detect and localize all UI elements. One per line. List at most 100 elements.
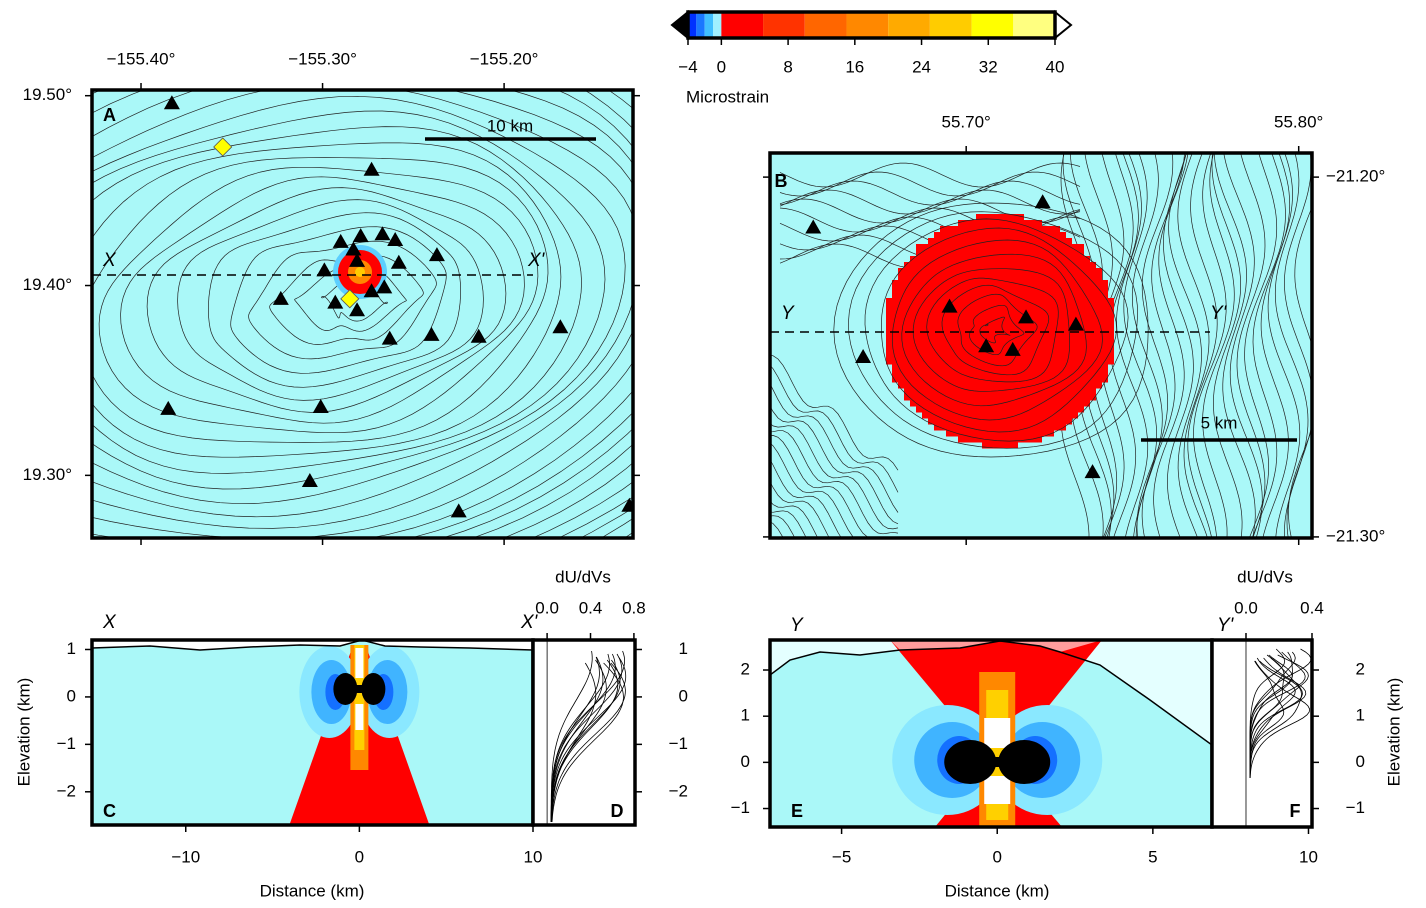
color-segment bbox=[971, 12, 1014, 38]
panel-content bbox=[92, 90, 633, 538]
profile-end-label: X' bbox=[527, 250, 546, 271]
contour bbox=[1288, 206, 1312, 538]
contour bbox=[441, 90, 633, 538]
y-tick-label: 2 bbox=[741, 659, 750, 678]
contour bbox=[1274, 153, 1309, 538]
contour bbox=[146, 187, 507, 413]
y-tick-label: 19.40° bbox=[23, 275, 72, 294]
volcano bbox=[332, 233, 349, 248]
volcano bbox=[1084, 464, 1101, 479]
contour bbox=[779, 171, 1081, 197]
contour bbox=[98, 166, 539, 434]
strain-field bbox=[958, 220, 1042, 227]
y-tick-label: −1 bbox=[1346, 798, 1365, 817]
strain-field bbox=[886, 310, 1114, 317]
panel-letter: B bbox=[775, 171, 788, 191]
strain-field bbox=[904, 394, 1096, 401]
air bbox=[770, 640, 1212, 745]
color-segment bbox=[721, 12, 764, 38]
contour bbox=[770, 383, 899, 513]
y-tick-label: 0 bbox=[1356, 752, 1365, 771]
contour bbox=[409, 90, 633, 538]
x-tick-label: 0 bbox=[355, 847, 364, 866]
volcano bbox=[470, 328, 487, 343]
x-tick-label: −5 bbox=[832, 847, 851, 866]
contour bbox=[770, 458, 842, 538]
strain-field bbox=[976, 214, 1024, 221]
volcano bbox=[374, 226, 391, 241]
contour bbox=[770, 510, 807, 538]
y-tick-label: 1 bbox=[741, 706, 750, 725]
over-triangle bbox=[1054, 9, 1073, 41]
contour bbox=[770, 500, 819, 538]
strain-field bbox=[892, 376, 1108, 383]
profile-start-label: X bbox=[102, 612, 117, 633]
strain-field bbox=[898, 268, 1102, 275]
y-tick-label: −1 bbox=[731, 798, 750, 817]
strain-field bbox=[886, 346, 1114, 353]
y-tick-label: 1 bbox=[1356, 706, 1365, 725]
panel-letter: C bbox=[103, 801, 116, 821]
contour bbox=[120, 176, 525, 424]
contour bbox=[969, 304, 1025, 356]
profile-background bbox=[533, 640, 635, 825]
x-tick-label: 0 bbox=[717, 57, 726, 76]
x-axis-title: dU/dVs bbox=[555, 567, 611, 586]
sensitivity-curve bbox=[1249, 660, 1311, 779]
contour bbox=[92, 110, 606, 490]
contour bbox=[779, 189, 1081, 215]
panel-letter: F bbox=[1290, 801, 1301, 821]
y-tick-label: 1 bbox=[679, 639, 688, 658]
contour bbox=[912, 268, 1070, 392]
volcano bbox=[352, 228, 369, 243]
contour bbox=[92, 90, 633, 529]
sensitivity-curve bbox=[1249, 660, 1285, 778]
x-axis-title: dU/dVs bbox=[1237, 567, 1293, 586]
volcano bbox=[941, 298, 958, 313]
volcano bbox=[428, 247, 445, 262]
y-tick-label: −21.30° bbox=[1326, 526, 1385, 545]
y-tick-label: 1 bbox=[67, 639, 76, 658]
contour bbox=[208, 212, 461, 388]
profile-start-label: Y bbox=[781, 303, 795, 324]
source bbox=[977, 757, 1018, 767]
contour bbox=[770, 430, 899, 535]
volcano bbox=[1018, 309, 1035, 324]
panel-frame bbox=[768, 151, 1314, 540]
contour bbox=[1223, 153, 1263, 538]
volcano bbox=[423, 326, 440, 341]
volcano bbox=[552, 319, 569, 334]
contour bbox=[1211, 153, 1243, 538]
strain-field bbox=[892, 292, 1108, 299]
volcano bbox=[312, 399, 329, 414]
y-tick-label: 19.50° bbox=[23, 85, 72, 104]
contour bbox=[1116, 153, 1149, 538]
panel-frame bbox=[531, 638, 637, 827]
panel-frame bbox=[1210, 638, 1314, 829]
strain-field bbox=[886, 298, 1114, 305]
strain-field bbox=[916, 244, 1084, 251]
contour bbox=[1236, 153, 1266, 538]
contour bbox=[1260, 153, 1291, 538]
site bbox=[340, 289, 360, 309]
contour bbox=[864, 218, 1129, 442]
strain-field bbox=[886, 358, 1114, 365]
strain-field bbox=[892, 364, 1108, 371]
sensitivity-curve bbox=[551, 662, 597, 823]
contour bbox=[881, 227, 1117, 433]
sensitivity-curve bbox=[551, 662, 626, 823]
strain-field bbox=[922, 412, 1078, 419]
panel-content bbox=[770, 153, 1312, 538]
y-axis-title: Elevation (km) bbox=[1384, 678, 1403, 787]
x-tick-label: −155.30° bbox=[288, 49, 357, 68]
x-tick-label: 0.0 bbox=[535, 598, 559, 617]
contour bbox=[957, 293, 1038, 367]
contour bbox=[770, 354, 899, 471]
color-segment bbox=[804, 12, 847, 38]
y-tick-label: −1 bbox=[57, 734, 76, 753]
volcano bbox=[1067, 316, 1084, 331]
source bbox=[998, 740, 1051, 784]
contour bbox=[1251, 153, 1286, 538]
volcano bbox=[301, 473, 318, 488]
